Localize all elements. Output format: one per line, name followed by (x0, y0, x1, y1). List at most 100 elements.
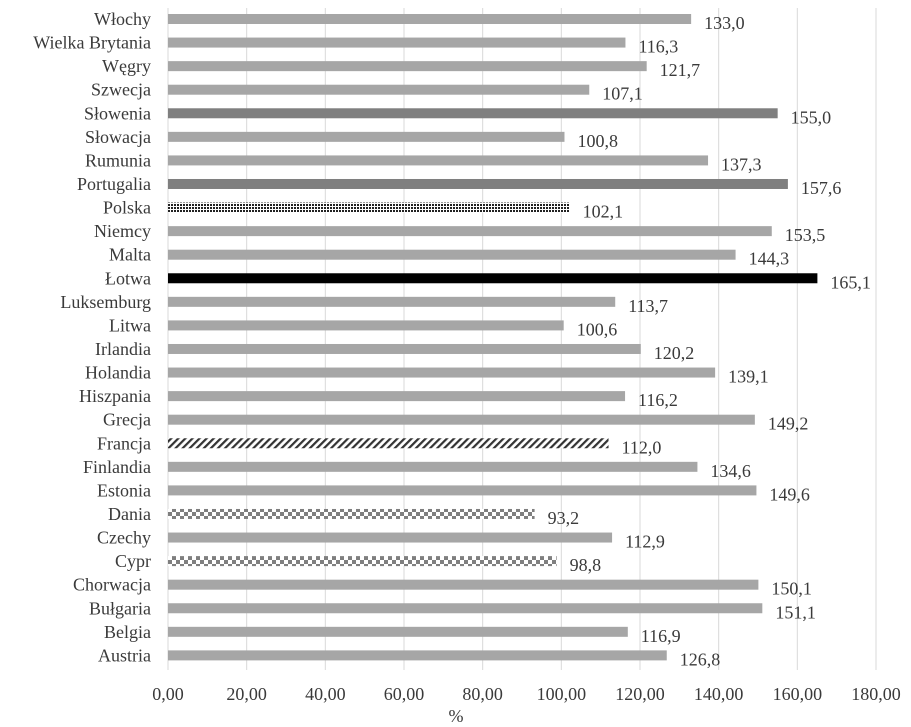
bar-lotwa (168, 273, 818, 284)
value-label: 149,6 (769, 484, 810, 504)
x-axis-tick-labels: 0,00 20,00 40,00 60,00 80,00 100,00 120,00 140,… (152, 684, 901, 704)
gridlines (167, 8, 877, 670)
category-label: Portugalia (77, 174, 151, 194)
bar-wegry (168, 61, 647, 72)
x-tick-label: 180,00 (851, 684, 901, 704)
bar-chorwacja (168, 579, 759, 590)
x-tick-label: 140,00 (694, 684, 744, 704)
x-tick-label: 80,00 (462, 684, 503, 704)
bar-szwecja (168, 84, 590, 95)
category-label: Francja (97, 433, 151, 453)
value-label: 134,6 (710, 461, 751, 481)
bar-czechy (168, 532, 613, 543)
bars (168, 14, 818, 661)
category-label: Bułgaria (89, 598, 151, 618)
bar-wlochy (168, 14, 692, 24)
category-label: Dania (108, 504, 151, 524)
value-label: 93,2 (548, 508, 580, 528)
category-label: Holandia (85, 363, 151, 383)
category-label: Czechy (97, 528, 151, 548)
category-label: Hiszpania (79, 386, 151, 406)
value-label: 137,3 (721, 154, 762, 174)
value-label: 165,1 (830, 272, 871, 292)
bar-malta (168, 249, 736, 260)
x-tick-label: 20,00 (226, 684, 267, 704)
bar-polska (168, 202, 570, 213)
category-label: Rumunia (85, 150, 151, 170)
value-label: 121,7 (660, 60, 701, 80)
value-label: 133,0 (704, 13, 745, 33)
category-label: Cypr (115, 551, 151, 571)
bar-belgia (168, 626, 628, 637)
category-label: Węgry (102, 56, 151, 76)
category-label: Niemcy (94, 221, 151, 241)
bar-grecja (168, 414, 755, 425)
value-label: 102,1 (583, 202, 624, 222)
bar-hiszpania (168, 391, 626, 402)
value-label: 100,8 (577, 131, 618, 151)
bar-litwa (168, 320, 564, 331)
x-axis-title: % (449, 706, 464, 726)
category-label: Słowenia (84, 103, 151, 123)
category-label: Litwa (109, 315, 151, 335)
bar-cypr (168, 556, 557, 567)
category-label: Wielka Brytania (33, 33, 151, 53)
bar-portugalia (168, 178, 788, 189)
bar-estonia (168, 485, 757, 496)
value-label: 153,5 (785, 225, 826, 245)
bar-luksemburg (168, 296, 616, 307)
category-label: Finlandia (83, 457, 151, 477)
x-tick-label: 40,00 (305, 684, 346, 704)
value-label: 100,6 (577, 319, 618, 339)
bar-wielka-brytania (168, 37, 626, 48)
category-label: Polska (103, 198, 151, 218)
bar-niemcy (168, 226, 772, 237)
value-label: 155,0 (791, 107, 832, 127)
bar-holandia (168, 367, 716, 378)
value-label: 144,3 (749, 249, 790, 269)
category-label: Luksemburg (60, 292, 151, 312)
bar-slowenia (168, 108, 778, 119)
bar-rumunia (168, 155, 709, 166)
category-label: Irlandia (95, 339, 151, 359)
value-labels: 133,0 116,3 121,7 107,1 155,0 100,8 137,3 157,6… (548, 13, 871, 669)
value-label: 116,3 (638, 37, 678, 57)
category-label: Słowacja (85, 127, 151, 147)
bar-slowacja (168, 131, 565, 142)
value-label: 120,2 (654, 343, 695, 363)
category-label: Malta (109, 245, 151, 265)
category-labels: Włochy Wielka Brytania Węgry Szwecja Słoweni… (33, 9, 151, 665)
bar-irlandia (168, 343, 641, 354)
bar-bulgaria (168, 603, 763, 614)
value-label: 98,8 (570, 555, 602, 575)
category-label: Chorwacja (73, 575, 151, 595)
bar-dania (168, 508, 535, 519)
category-label: Estonia (97, 480, 151, 500)
value-label: 116,2 (638, 390, 678, 410)
category-label: Włochy (94, 9, 151, 29)
x-tick-label: 60,00 (384, 684, 425, 704)
value-label: 116,9 (641, 626, 681, 646)
category-label: Austria (98, 645, 151, 665)
x-tick-label: 160,00 (773, 684, 823, 704)
value-label: 150,1 (771, 579, 812, 599)
category-label: Grecja (103, 410, 151, 430)
bar-austria (168, 650, 667, 661)
x-tick-label: 100,00 (537, 684, 587, 704)
value-label: 113,7 (628, 296, 668, 316)
value-label: 112,9 (625, 532, 665, 552)
value-label: 112,0 (622, 437, 662, 457)
x-tick-label: 0,00 (152, 684, 184, 704)
category-label: Szwecja (91, 80, 151, 100)
category-label: Łotwa (105, 268, 151, 288)
value-label: 139,1 (728, 367, 769, 387)
value-label: 126,8 (680, 649, 721, 669)
value-label: 151,1 (775, 602, 816, 622)
value-label: 107,1 (602, 84, 643, 104)
x-tick-label: 120,00 (615, 684, 665, 704)
bar-francja (168, 438, 609, 449)
category-label: Belgia (104, 622, 151, 642)
value-label: 149,2 (768, 414, 809, 434)
value-label: 157,6 (801, 178, 842, 198)
